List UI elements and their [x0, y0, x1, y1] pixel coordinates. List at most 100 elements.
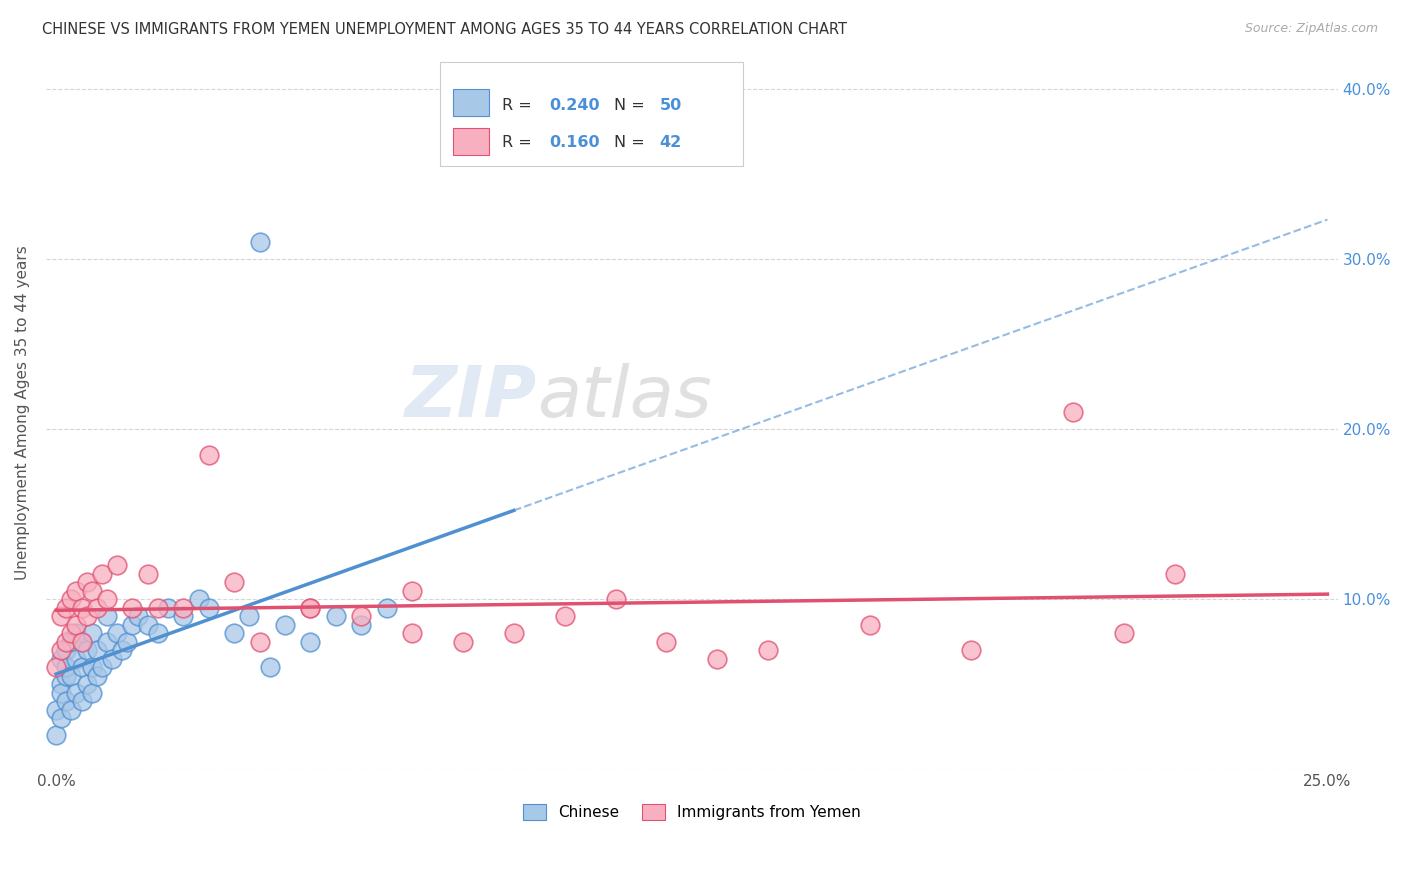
Point — [60, 634, 83, 648]
Point — [70, 634, 93, 648]
Point — [117, 634, 139, 648]
Point — [65, 583, 87, 598]
Bar — [453, 88, 489, 116]
Point — [96, 592, 118, 607]
Point — [172, 600, 194, 615]
Point — [76, 643, 98, 657]
Text: R =: R = — [502, 97, 537, 112]
Text: CHINESE VS IMMIGRANTS FROM YEMEN UNEMPLOYMENT AMONG AGES 35 TO 44 YEARS CORRELAT: CHINESE VS IMMIGRANTS FROM YEMEN UNEMPLO… — [42, 22, 848, 37]
Point — [249, 235, 271, 250]
Point — [96, 634, 118, 648]
Point — [55, 660, 77, 674]
Point — [55, 634, 77, 648]
Point — [249, 634, 271, 648]
Text: N =: N = — [614, 97, 650, 112]
Point — [1164, 566, 1187, 581]
Point — [859, 617, 882, 632]
Point — [51, 711, 73, 725]
Point — [274, 617, 297, 632]
Point — [146, 600, 169, 615]
Point — [1062, 405, 1084, 419]
Point — [605, 592, 627, 607]
Point — [121, 617, 143, 632]
Point — [299, 600, 322, 615]
Text: atlas: atlas — [537, 363, 711, 433]
Point — [172, 609, 194, 624]
Text: 0.240: 0.240 — [550, 97, 600, 112]
Text: ZIP: ZIP — [405, 363, 537, 433]
Point — [51, 643, 73, 657]
Point — [80, 583, 103, 598]
Point — [86, 600, 108, 615]
Point — [76, 609, 98, 624]
Point — [51, 609, 73, 624]
Point — [45, 728, 67, 742]
Point — [101, 652, 124, 666]
Point — [350, 617, 373, 632]
Point — [45, 660, 67, 674]
Point — [325, 609, 347, 624]
Point — [238, 609, 260, 624]
Point — [90, 660, 112, 674]
Point — [65, 617, 87, 632]
Point — [960, 643, 983, 657]
Legend: Chinese, Immigrants from Yemen: Chinese, Immigrants from Yemen — [516, 797, 868, 826]
Point — [1112, 626, 1135, 640]
Point — [90, 566, 112, 581]
Y-axis label: Unemployment Among Ages 35 to 44 years: Unemployment Among Ages 35 to 44 years — [15, 244, 30, 580]
Point — [136, 617, 159, 632]
Point — [76, 677, 98, 691]
Point — [756, 643, 779, 657]
Text: N =: N = — [614, 136, 650, 151]
Point — [706, 652, 728, 666]
Point — [70, 600, 93, 615]
Point — [70, 694, 93, 708]
Text: Source: ZipAtlas.com: Source: ZipAtlas.com — [1244, 22, 1378, 36]
Point — [224, 626, 246, 640]
Point — [80, 626, 103, 640]
Point — [401, 626, 423, 640]
Point — [76, 575, 98, 590]
Point — [197, 600, 219, 615]
Point — [55, 643, 77, 657]
Point — [157, 600, 180, 615]
Point — [554, 609, 576, 624]
Point — [55, 694, 77, 708]
Point — [451, 634, 474, 648]
Point — [65, 686, 87, 700]
Point — [259, 660, 281, 674]
Point — [55, 669, 77, 683]
Text: 0.160: 0.160 — [550, 136, 600, 151]
Point — [401, 583, 423, 598]
Point — [224, 575, 246, 590]
Point — [111, 643, 134, 657]
Text: 42: 42 — [659, 136, 682, 151]
Point — [70, 634, 93, 648]
Point — [60, 703, 83, 717]
Point — [80, 686, 103, 700]
Point — [55, 600, 77, 615]
Point — [80, 660, 103, 674]
Point — [45, 703, 67, 717]
Point — [65, 626, 87, 640]
Point — [51, 686, 73, 700]
Point — [502, 626, 524, 640]
Point — [187, 592, 209, 607]
Point — [136, 566, 159, 581]
Point — [127, 609, 149, 624]
FancyBboxPatch shape — [440, 62, 744, 166]
Point — [60, 592, 83, 607]
Point — [86, 643, 108, 657]
Bar — [453, 128, 489, 155]
Point — [60, 669, 83, 683]
Point — [299, 634, 322, 648]
Point — [70, 660, 93, 674]
Point — [51, 652, 73, 666]
Point — [375, 600, 398, 615]
Point — [60, 626, 83, 640]
Point — [105, 626, 128, 640]
Text: 50: 50 — [659, 97, 682, 112]
Point — [65, 652, 87, 666]
Point — [51, 677, 73, 691]
Point — [299, 600, 322, 615]
